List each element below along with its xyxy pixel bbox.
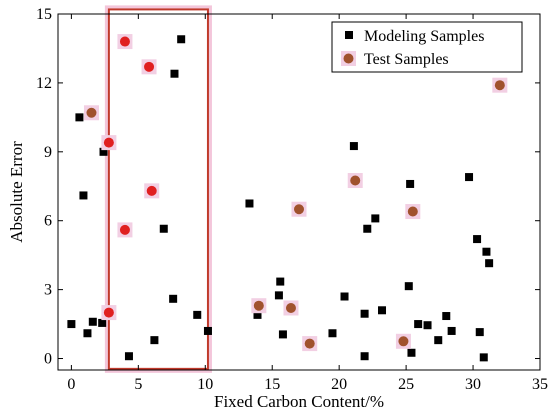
test-sample-point-6 xyxy=(146,185,157,196)
y-tick-label-15: 15 xyxy=(36,6,52,23)
modeling-sample-point-4 xyxy=(88,317,97,326)
test-sample-point-13 xyxy=(407,206,418,217)
x-tick-label-0: 0 xyxy=(67,376,75,393)
x-tick-label-10: 10 xyxy=(197,376,213,393)
x-tick-label-35: 35 xyxy=(532,376,548,393)
x-axis-label: Fixed Carbon Content/% xyxy=(214,392,384,411)
modeling-sample-point-3 xyxy=(83,329,92,338)
modeling-sample-point-38 xyxy=(475,328,484,337)
modeling-sample-point-40 xyxy=(482,247,491,256)
highlight-region xyxy=(107,8,209,370)
x-tick-label-25: 25 xyxy=(398,376,414,393)
modeling-sample-point-37 xyxy=(473,235,482,244)
modeling-sample-point-8 xyxy=(150,336,159,345)
test-sample-point-2 xyxy=(103,307,114,318)
legend-box xyxy=(331,21,523,73)
modeling-sample-point-30 xyxy=(407,348,416,357)
modeling-sample-point-29 xyxy=(406,179,415,188)
modeling-sample-point-19 xyxy=(278,330,287,339)
legend: Modeling Samples Test Samples xyxy=(331,21,523,73)
modeling-sample-point-28 xyxy=(404,282,413,291)
x-tick-label-30: 30 xyxy=(465,376,481,393)
y-tick-label-9: 9 xyxy=(44,144,52,161)
modeling-sample-point-27 xyxy=(378,306,387,315)
modeling-sample-point-1 xyxy=(75,113,84,122)
modeling-sample-point-35 xyxy=(447,326,456,335)
y-axis-label: Absolute Error xyxy=(7,141,26,243)
modeling-sample-point-32 xyxy=(423,321,432,330)
highlight-region-layer xyxy=(104,5,212,373)
y-tick-label-3: 3 xyxy=(44,282,52,299)
modeling-sample-point-26 xyxy=(371,214,380,223)
modeling-sample-point-31 xyxy=(414,320,423,329)
y-tick-label-12: 12 xyxy=(36,75,52,92)
modeling-sample-point-16 xyxy=(253,310,262,319)
test-sample-point-11 xyxy=(350,175,361,186)
modeling-sample-point-20 xyxy=(328,329,337,338)
modeling-sample-point-10 xyxy=(169,294,178,303)
test-sample-point-12 xyxy=(398,336,409,347)
x-tick-label-20: 20 xyxy=(331,376,347,393)
y-tick-label-6: 6 xyxy=(44,213,52,230)
modeling-sample-point-13 xyxy=(193,310,202,319)
test-sample-point-8 xyxy=(285,302,296,313)
legend-label-test-samples: Test Samples xyxy=(364,51,449,68)
test-sample-point-5 xyxy=(144,61,155,72)
data-points-layer xyxy=(67,34,508,362)
modeling-sample-point-24 xyxy=(360,309,369,318)
highlight-region-outer xyxy=(104,5,212,373)
modeling-sample-point-22 xyxy=(349,142,358,151)
modeling-sample-point-33 xyxy=(434,336,443,345)
modeling-sample-point-17 xyxy=(274,291,283,300)
modeling-sample-point-7 xyxy=(124,352,133,361)
test-sample-point-9 xyxy=(294,204,304,215)
modeling-sample-point-12 xyxy=(177,35,186,44)
legend-marker-modeling-samples xyxy=(345,31,353,39)
test-sample-point-4 xyxy=(119,224,130,235)
modeling-sample-point-34 xyxy=(442,312,451,321)
test-sample-point-10 xyxy=(304,338,315,349)
modeling-sample-point-2 xyxy=(79,191,88,200)
axis-ticks-layer: 0 5 10 15 20 25 30 35 0 3 6 9 12 15 xyxy=(36,6,548,393)
test-sample-point-3 xyxy=(119,36,130,47)
test-sample-point-0 xyxy=(86,107,97,118)
modeling-sample-point-15 xyxy=(245,199,254,208)
modeling-sample-point-21 xyxy=(340,292,349,301)
modeling-sample-point-18 xyxy=(276,277,285,286)
modeling-sample-point-0 xyxy=(67,320,76,329)
modeling-sample-point-9 xyxy=(159,224,168,233)
modeling-sample-point-36 xyxy=(465,173,474,182)
modeling-sample-point-11 xyxy=(170,69,179,78)
modeling-sample-point-6 xyxy=(99,147,108,156)
modeling-sample-point-23 xyxy=(360,352,369,361)
modeling-sample-point-25 xyxy=(363,224,372,233)
x-tick-label-15: 15 xyxy=(264,376,280,393)
test-sample-point-7 xyxy=(253,300,264,311)
x-tick-label-5: 5 xyxy=(134,376,142,393)
legend-label-modeling-samples: Modeling Samples xyxy=(364,28,484,45)
test-sample-point-14 xyxy=(494,80,505,91)
modeling-sample-point-41 xyxy=(485,259,494,268)
plot-area-frame xyxy=(57,13,541,371)
modeling-sample-point-5 xyxy=(98,318,107,327)
modeling-sample-point-14 xyxy=(203,326,212,335)
test-sample-point-1 xyxy=(103,137,114,148)
y-tick-label-0: 0 xyxy=(44,351,52,368)
legend-marker-test-samples xyxy=(343,53,354,64)
modeling-sample-point-39 xyxy=(479,353,488,362)
